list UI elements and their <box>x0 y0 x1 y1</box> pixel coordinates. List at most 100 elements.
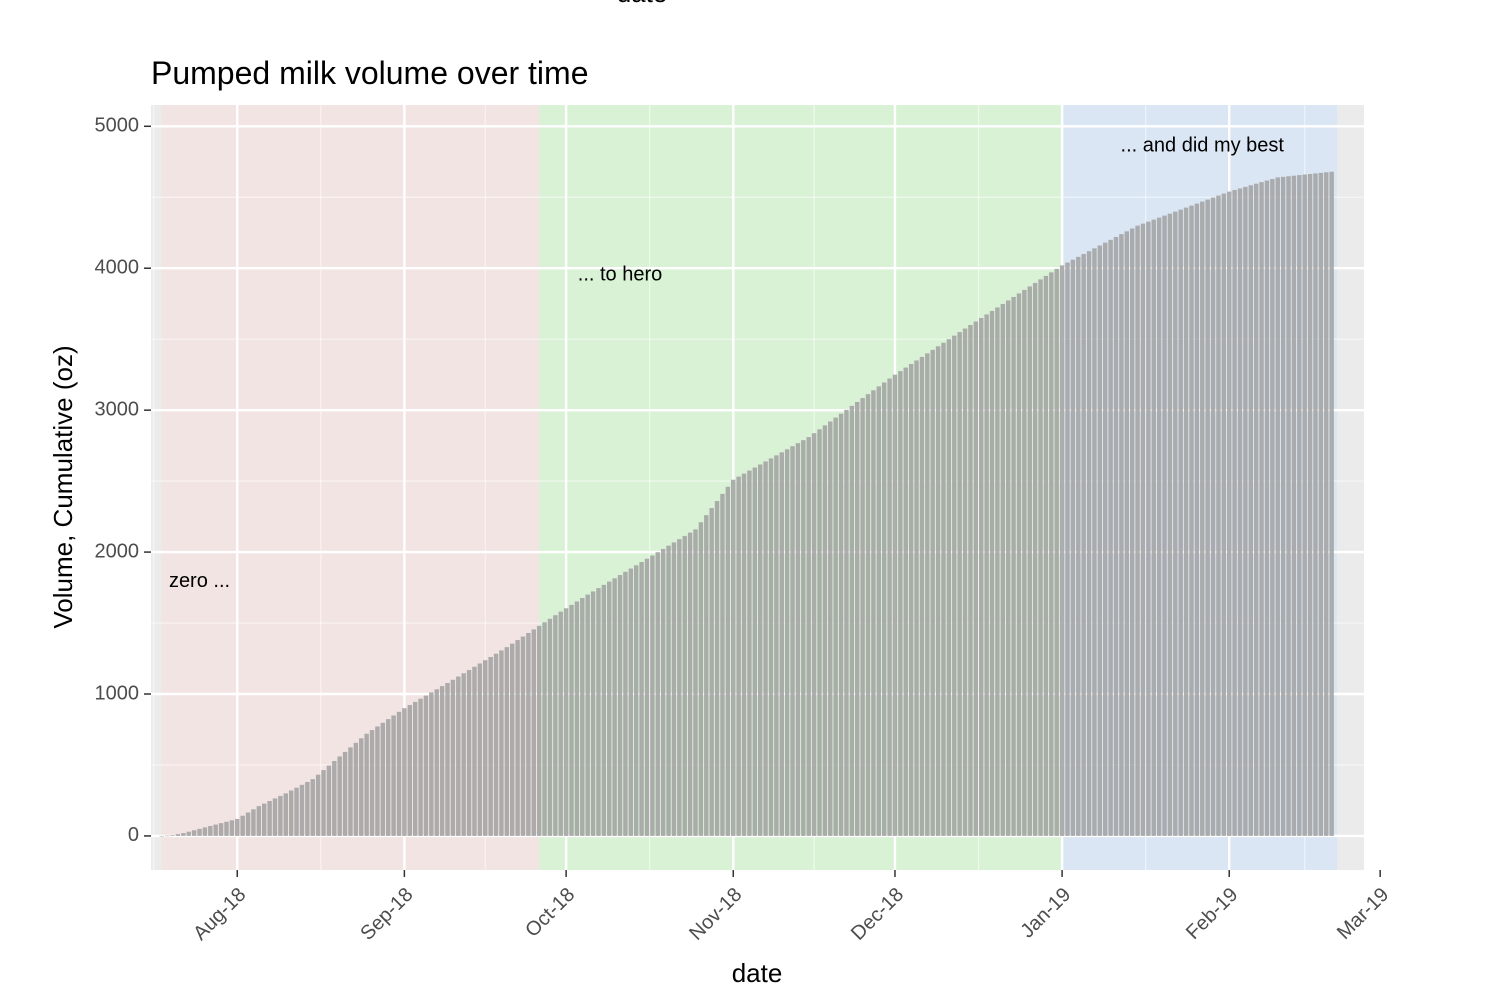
bar <box>553 615 558 836</box>
bars <box>159 171 1334 837</box>
bar <box>601 584 607 836</box>
bar <box>995 307 1000 836</box>
bar <box>849 405 855 836</box>
bar <box>655 552 660 836</box>
bar <box>493 653 499 836</box>
bar <box>887 378 892 836</box>
bar <box>466 670 472 836</box>
bar <box>1216 195 1221 836</box>
bar <box>391 715 396 836</box>
bar <box>1297 175 1302 836</box>
bar <box>520 636 526 836</box>
bar <box>757 464 763 836</box>
bar <box>547 618 553 836</box>
bar <box>725 486 731 836</box>
bar <box>596 588 601 836</box>
bar <box>1043 275 1049 836</box>
bar <box>741 473 747 836</box>
bar <box>1264 180 1270 836</box>
bar <box>1049 272 1054 836</box>
x-tick-label: Aug-18 <box>189 884 250 945</box>
bar <box>1129 228 1135 836</box>
bar <box>504 647 510 836</box>
bar <box>213 824 218 836</box>
bar <box>811 433 817 836</box>
y-tick-label: 5000 <box>95 115 140 137</box>
bar <box>908 364 914 836</box>
bar <box>871 390 876 836</box>
bar <box>784 449 790 836</box>
x-axis-title: date <box>732 958 783 988</box>
bar <box>412 701 418 836</box>
phase-band <box>1062 105 1338 870</box>
bar <box>251 809 256 836</box>
phase-label: ... and did my best <box>1121 134 1285 156</box>
bar <box>768 458 774 836</box>
bar <box>1178 209 1183 836</box>
y-tick-label: 0 <box>128 824 139 846</box>
bar <box>790 446 795 836</box>
phase-annotations: zero ... ... to hero ... and did my best <box>169 134 1284 592</box>
bar <box>1221 193 1227 836</box>
bar <box>1059 265 1065 836</box>
bar <box>315 774 321 836</box>
bar <box>617 575 623 836</box>
bar <box>531 629 536 836</box>
bar <box>326 765 332 836</box>
top-strip-label: date <box>617 0 668 8</box>
bar <box>224 821 229 836</box>
bar <box>240 815 245 836</box>
bar <box>563 608 569 836</box>
bar <box>801 440 806 836</box>
bar <box>1167 213 1173 836</box>
y-tick-label: 1000 <box>95 682 140 704</box>
phase-label: ... to hero <box>578 264 663 286</box>
bar <box>1329 171 1334 836</box>
bar <box>962 328 968 836</box>
bar <box>1092 248 1097 836</box>
bar <box>1027 286 1032 836</box>
y-tick-label: 3000 <box>95 398 140 420</box>
bar <box>693 529 698 836</box>
bar <box>774 455 779 836</box>
bar <box>175 834 181 836</box>
bar <box>607 581 612 836</box>
bar <box>628 568 634 836</box>
bar <box>795 443 801 836</box>
bar <box>844 409 849 836</box>
bar <box>585 594 590 836</box>
bar <box>483 660 488 836</box>
bar <box>423 695 429 836</box>
bar <box>288 790 294 836</box>
bar <box>779 452 784 836</box>
bar <box>283 793 288 836</box>
bar <box>1011 296 1016 836</box>
bar <box>1307 173 1313 836</box>
bar <box>736 476 741 836</box>
bar <box>898 371 903 836</box>
bar <box>299 784 305 836</box>
bar <box>1291 175 1297 836</box>
bar <box>860 398 865 836</box>
bar <box>720 493 725 836</box>
bar <box>526 632 531 836</box>
x-tick-label: Oct-18 <box>521 884 579 942</box>
bar <box>337 756 342 836</box>
bar <box>1280 176 1286 836</box>
bar <box>342 751 348 836</box>
bar <box>704 515 709 836</box>
bar <box>1259 182 1264 836</box>
bar <box>1183 207 1189 836</box>
bar <box>677 539 682 836</box>
bar <box>197 828 202 836</box>
bar <box>278 795 283 836</box>
bar <box>822 425 828 836</box>
bar <box>369 730 375 836</box>
bar <box>1232 190 1237 836</box>
bar <box>714 500 720 836</box>
bar <box>979 317 984 836</box>
bar <box>1146 221 1151 836</box>
bar <box>612 578 617 836</box>
bar <box>644 558 650 836</box>
bar <box>488 656 493 836</box>
